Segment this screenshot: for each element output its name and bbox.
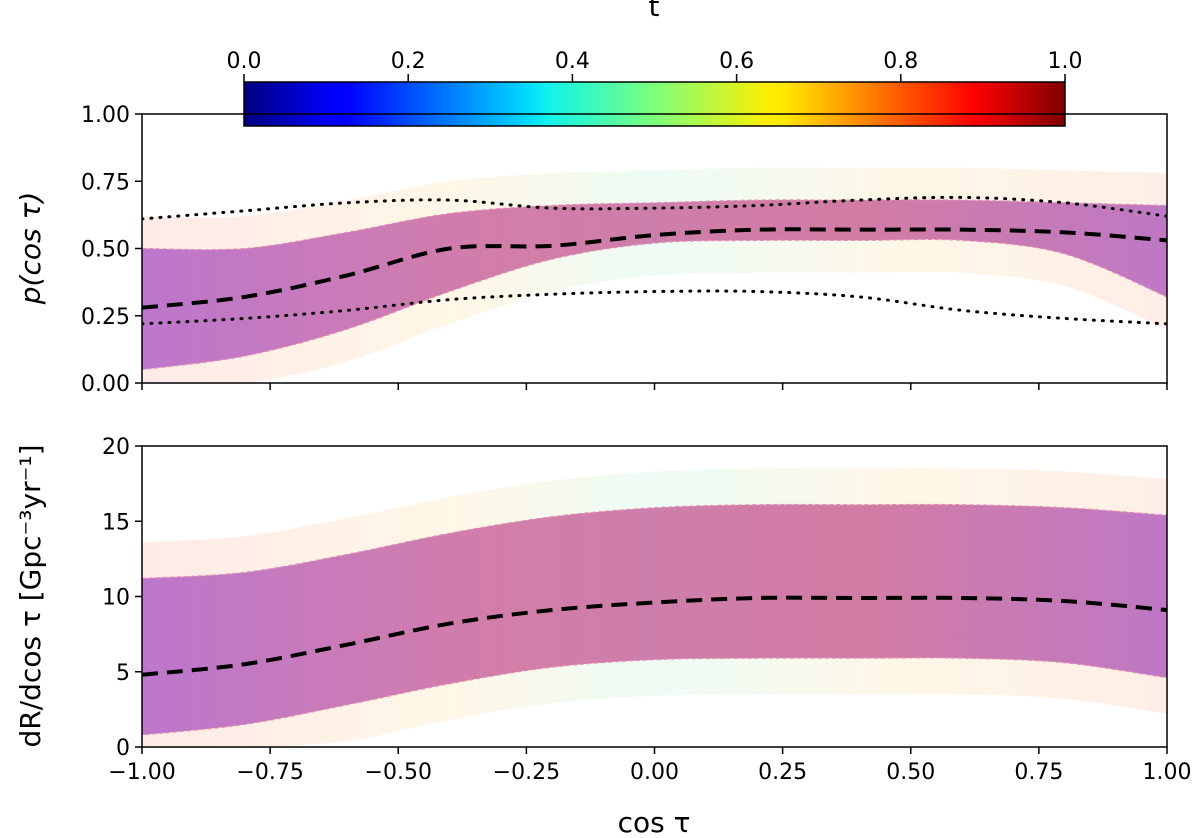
credible-band [142, 199, 1167, 371]
x-tick-label: 0.75 [1014, 760, 1063, 785]
y-tick-label: 0.75 [81, 170, 130, 195]
median-dashed-line [142, 595, 1167, 677]
bound-dotted-line [142, 289, 1167, 326]
x-tick-label: −1.00 [108, 760, 175, 785]
colorbar-tick-label: 0.4 [555, 49, 590, 74]
bound-dotted-line [142, 195, 1167, 221]
credible-band-bottom [142, 503, 1167, 736]
x-tick-label: −0.25 [493, 760, 560, 785]
y-tick-label: 0.00 [81, 372, 130, 397]
x-ticks-bottom: −1.00 −0.75 −0.50 −0.25 0.00 0.25 0.50 0.75 1.00 [108, 747, 1191, 785]
credible-band [142, 503, 1167, 736]
y-ticks-top: 0.00 0.25 0.50 0.75 1.00 [81, 103, 142, 397]
ylabel-top: p(cos τ) [14, 192, 47, 306]
colorbar-tick-label: 1.0 [1048, 49, 1083, 74]
y-tick-label: 0.25 [81, 305, 130, 330]
x-tick-label: −0.50 [365, 760, 432, 785]
panel-bottom: 0 5 10 15 20 −1.00 −0.75 −0.50 −0.25 0.00 0.25 0.5… [14, 435, 1191, 838]
colorbar-tick-label: 0.6 [719, 49, 754, 74]
colorbar-tick-label: 0.0 [227, 49, 262, 74]
y-tick-label: 15 [102, 510, 130, 535]
y-tick-label: 20 [102, 435, 130, 460]
colorbar-label: t [649, 0, 660, 23]
median-dashed-line [142, 227, 1167, 310]
x-tick-label: 0.00 [630, 760, 679, 785]
y-tick-label: 0 [116, 736, 130, 761]
colorbar-tick-label: 0.8 [883, 49, 918, 74]
x-tick-label: 1.00 [1143, 760, 1192, 785]
y-tick-label: 5 [116, 661, 130, 686]
x-tick-label: 0.25 [758, 760, 807, 785]
colorbar-ticks: 0.0 0.2 0.4 0.6 0.8 1.0 [227, 49, 1083, 82]
panel-top: 0.00 0.25 0.50 0.75 1.00 p(cos τ) [14, 103, 1168, 397]
x-tick-label: 0.50 [886, 760, 935, 785]
ylabel-bottom: dR/dcos τ [Gpc⁻³yr⁻¹] [14, 444, 47, 747]
y-tick-label: 0.50 [81, 238, 130, 263]
x-tick-label: −0.75 [236, 760, 303, 785]
xlabel-bottom: cos τ [618, 806, 691, 838]
credible-band-top [142, 199, 1167, 371]
y-tick-label: 10 [102, 586, 130, 611]
y-tick-label: 1.00 [81, 103, 130, 128]
y-ticks-bottom: 0 5 10 15 20 [102, 435, 142, 761]
lines-bottom [142, 595, 1167, 677]
colorbar-gradient [243, 81, 1066, 127]
colorbar-tick-label: 0.2 [391, 49, 426, 74]
colorbar: t 0.0 0.2 0.4 0.6 0.8 1.0 [227, 0, 1083, 127]
lines-top [142, 195, 1167, 326]
x-ticks-top [141, 383, 1168, 390]
